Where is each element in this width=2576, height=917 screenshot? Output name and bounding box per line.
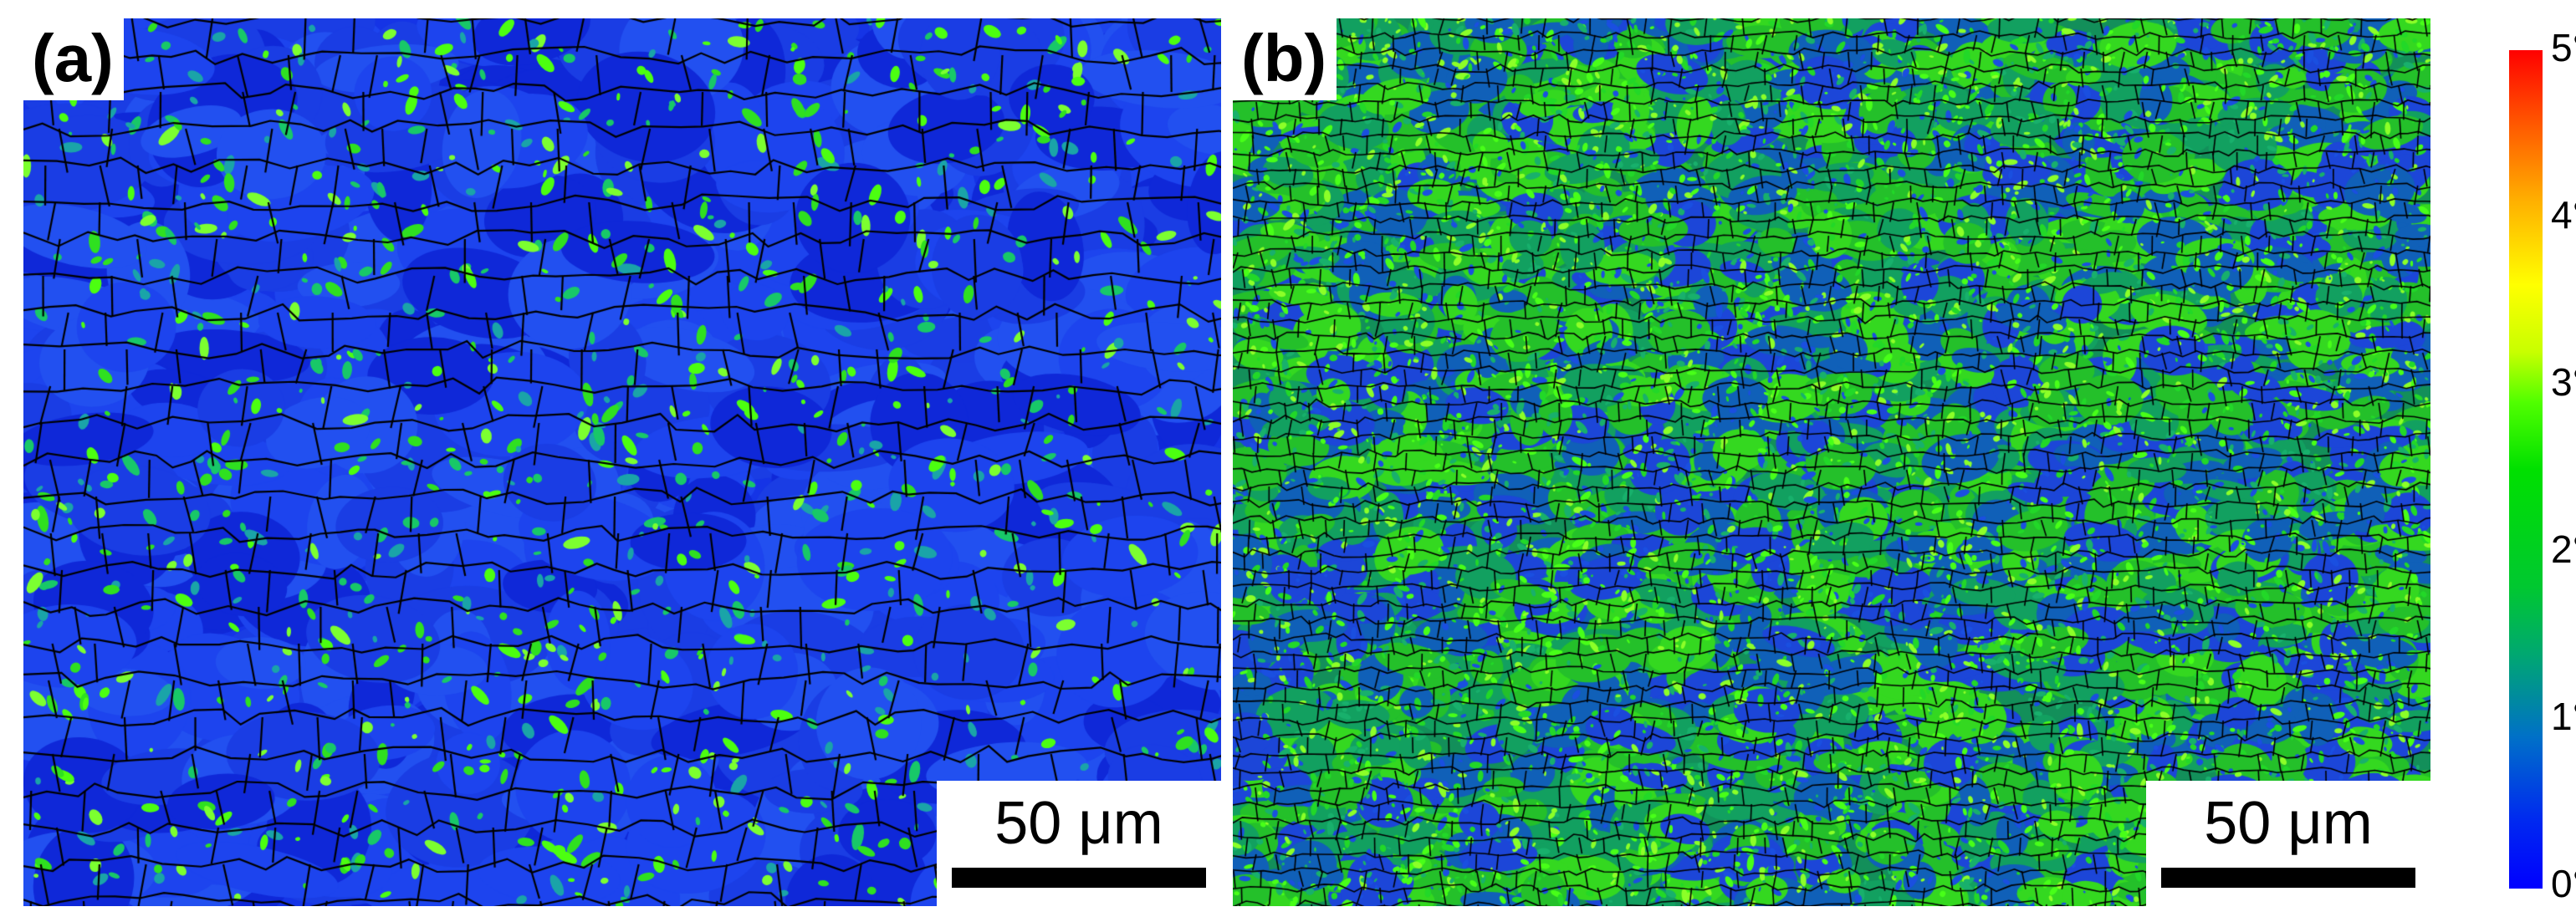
color-scale-bar [2509, 50, 2543, 889]
kam-map-b: (b) 50 μm [1233, 18, 2430, 906]
colorbar-tick-5: 5° [2551, 26, 2576, 69]
scale-bar-line-b [2161, 868, 2415, 888]
colorbar-tick-4: 4° [2551, 193, 2576, 237]
colorbar-tick-1: 1° [2551, 695, 2576, 738]
scale-bar-label-a: 50 μm [994, 790, 1163, 857]
panel-label-b: (b) [1233, 18, 1337, 100]
scale-bar-a: 50 μm [937, 781, 1221, 906]
colorbar-tick-3: 3° [2551, 360, 2576, 404]
panel-label-a: (a) [23, 18, 124, 100]
grain-map-a [23, 18, 1221, 906]
colorbar-tick-0: 0° [2551, 862, 2576, 905]
grain-map-b [1233, 18, 2430, 906]
colorbar-tick-2: 2° [2551, 527, 2576, 571]
scale-bar-b: 50 μm [2146, 781, 2430, 906]
scale-bar-line-a [952, 868, 1206, 888]
kam-map-a: (a) 50 μm [23, 18, 1221, 906]
scale-bar-label-b: 50 μm [2204, 790, 2373, 857]
